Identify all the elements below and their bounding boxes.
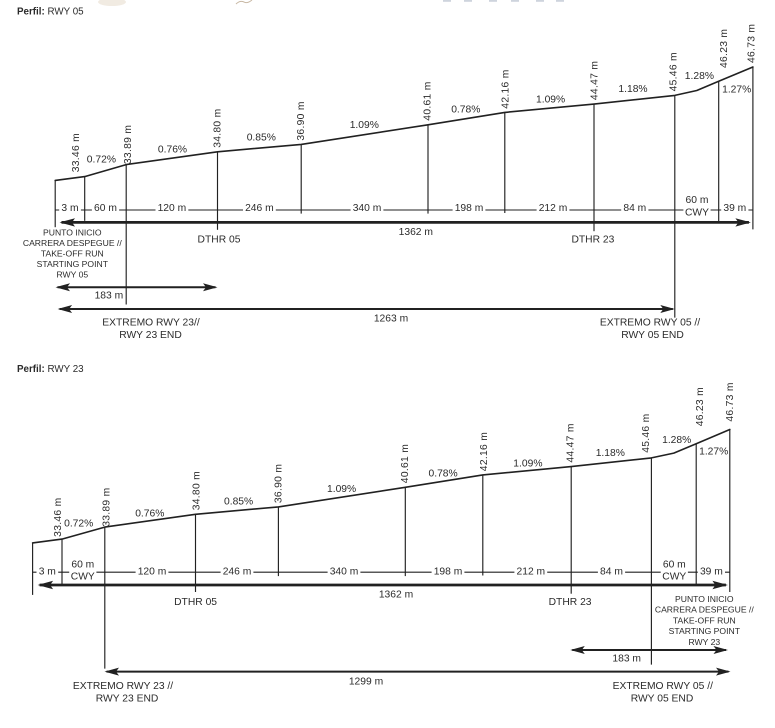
svg-text:RWY 05 END: RWY 05 END [631, 693, 694, 704]
svg-text:33.89 m: 33.89 m [101, 487, 112, 526]
svg-text:0.72%: 0.72% [87, 154, 116, 165]
svg-text:TAKE-OFF RUN: TAKE-OFF RUN [673, 615, 736, 625]
svg-text:EXTREMO RWY 05 //: EXTREMO RWY 05 // [600, 317, 700, 328]
svg-text:42.16 m: 42.16 m [500, 69, 511, 108]
svg-text:1.09%: 1.09% [350, 120, 379, 131]
svg-text:1.09%: 1.09% [327, 484, 356, 495]
svg-text:1.27%: 1.27% [699, 447, 728, 458]
svg-text:0.76%: 0.76% [158, 144, 187, 155]
svg-text:EXTREMO RWY 05 //: EXTREMO RWY 05 // [613, 681, 713, 692]
svg-text:1.09%: 1.09% [536, 94, 565, 105]
svg-text:Perfil: RWY 05: Perfil: RWY 05 [17, 7, 84, 18]
svg-text:0.85%: 0.85% [224, 497, 253, 508]
svg-text:RWY 23: RWY 23 [688, 637, 720, 647]
svg-text:34.80 m: 34.80 m [213, 108, 224, 147]
svg-text:0.72%: 0.72% [64, 518, 93, 529]
svg-text:46.73 m: 46.73 m [747, 24, 758, 63]
svg-text:84 m: 84 m [623, 203, 646, 214]
svg-text:212 m: 212 m [539, 203, 568, 214]
svg-text:1.27%: 1.27% [722, 84, 751, 95]
svg-text:120 m: 120 m [138, 566, 167, 577]
svg-text:1.18%: 1.18% [596, 448, 625, 459]
svg-text:CWY: CWY [662, 572, 686, 583]
svg-text:RWY 05 END: RWY 05 END [621, 330, 684, 341]
svg-text:RWY 23 END: RWY 23 END [96, 693, 159, 704]
svg-text:EXTREMO RWY 23//: EXTREMO RWY 23// [102, 317, 200, 328]
svg-text:3 m: 3 m [61, 203, 78, 214]
svg-text:CWY: CWY [685, 208, 709, 219]
svg-text:STARTING POINT: STARTING POINT [37, 259, 109, 269]
svg-text:DTHR 05: DTHR 05 [174, 597, 217, 608]
svg-text:RWY 23 END: RWY 23 END [119, 330, 182, 341]
svg-text:3 m: 3 m [39, 566, 56, 577]
svg-text:40.61 m: 40.61 m [422, 81, 433, 120]
svg-text:RWY 05: RWY 05 [56, 269, 88, 279]
svg-text:44.47 m: 44.47 m [590, 61, 601, 100]
svg-text:60 m: 60 m [663, 560, 686, 571]
svg-text:CARRERA DESPEGUE //: CARRERA DESPEGUE // [23, 238, 122, 248]
svg-text:120 m: 120 m [158, 203, 187, 214]
svg-text:36.90 m: 36.90 m [296, 101, 307, 140]
svg-text:PUNTO INICIO: PUNTO INICIO [675, 594, 734, 604]
svg-text:198 m: 198 m [455, 203, 484, 214]
svg-text:36.90 m: 36.90 m [274, 464, 285, 503]
svg-text:1.09%: 1.09% [513, 458, 542, 469]
svg-text:EXTREMO RWY 23 //: EXTREMO RWY 23 // [73, 681, 173, 692]
svg-text:DTHR 23: DTHR 23 [571, 234, 614, 245]
svg-text:40.61 m: 40.61 m [400, 444, 411, 483]
svg-text:TAKE-OFF RUN: TAKE-OFF RUN [41, 248, 104, 258]
svg-text:46.23 m: 46.23 m [695, 387, 706, 426]
svg-text:340 m: 340 m [353, 203, 382, 214]
svg-text:1299 m: 1299 m [349, 676, 383, 687]
svg-text:DTHR 05: DTHR 05 [198, 234, 241, 245]
svg-text:0.76%: 0.76% [135, 508, 164, 519]
svg-text:42.16 m: 42.16 m [479, 432, 490, 471]
svg-text:0.78%: 0.78% [428, 468, 457, 479]
svg-text:39 m: 39 m [723, 203, 746, 214]
svg-text:46.23 m: 46.23 m [719, 29, 730, 68]
svg-text:1.28%: 1.28% [685, 71, 714, 82]
svg-text:1362 m: 1362 m [379, 589, 413, 600]
svg-text:60 m: 60 m [71, 560, 94, 571]
svg-text:33.89 m: 33.89 m [123, 125, 134, 164]
svg-text:246 m: 246 m [245, 203, 274, 214]
svg-text:1362 m: 1362 m [399, 227, 433, 238]
svg-text:60 m: 60 m [94, 203, 117, 214]
svg-text:CWY: CWY [71, 572, 95, 583]
svg-text:183 m: 183 m [612, 654, 641, 665]
svg-text:PUNTO INICIO: PUNTO INICIO [43, 227, 102, 237]
svg-text:STARTING POINT: STARTING POINT [669, 626, 741, 636]
svg-text:34.80 m: 34.80 m [192, 471, 203, 510]
svg-text:340 m: 340 m [330, 566, 359, 577]
svg-text:246 m: 246 m [223, 566, 252, 577]
svg-text:45.46 m: 45.46 m [641, 413, 652, 452]
svg-text:33.46 m: 33.46 m [71, 133, 82, 172]
svg-text:0.85%: 0.85% [247, 133, 276, 144]
svg-text:46.73 m: 46.73 m [725, 382, 736, 421]
svg-text:45.46 m: 45.46 m [669, 52, 680, 91]
svg-text:84 m: 84 m [600, 566, 623, 577]
svg-text:183 m: 183 m [95, 291, 124, 302]
svg-text:0.78%: 0.78% [451, 104, 480, 115]
svg-text:33.46 m: 33.46 m [53, 497, 64, 536]
svg-text:1263 m: 1263 m [374, 314, 408, 325]
svg-text:212 m: 212 m [516, 566, 545, 577]
svg-text:39 m: 39 m [700, 566, 723, 577]
svg-text:1.28%: 1.28% [662, 435, 691, 446]
svg-text:DTHR 23: DTHR 23 [549, 597, 592, 608]
svg-text:1.18%: 1.18% [618, 84, 647, 95]
svg-text:Perfil: RWY 23: Perfil: RWY 23 [17, 364, 84, 375]
svg-text:198 m: 198 m [434, 566, 463, 577]
svg-text:44.47 m: 44.47 m [566, 423, 577, 462]
svg-text:CARRERA DESPEGUE //: CARRERA DESPEGUE // [655, 605, 754, 615]
svg-text:60 m: 60 m [686, 195, 709, 206]
